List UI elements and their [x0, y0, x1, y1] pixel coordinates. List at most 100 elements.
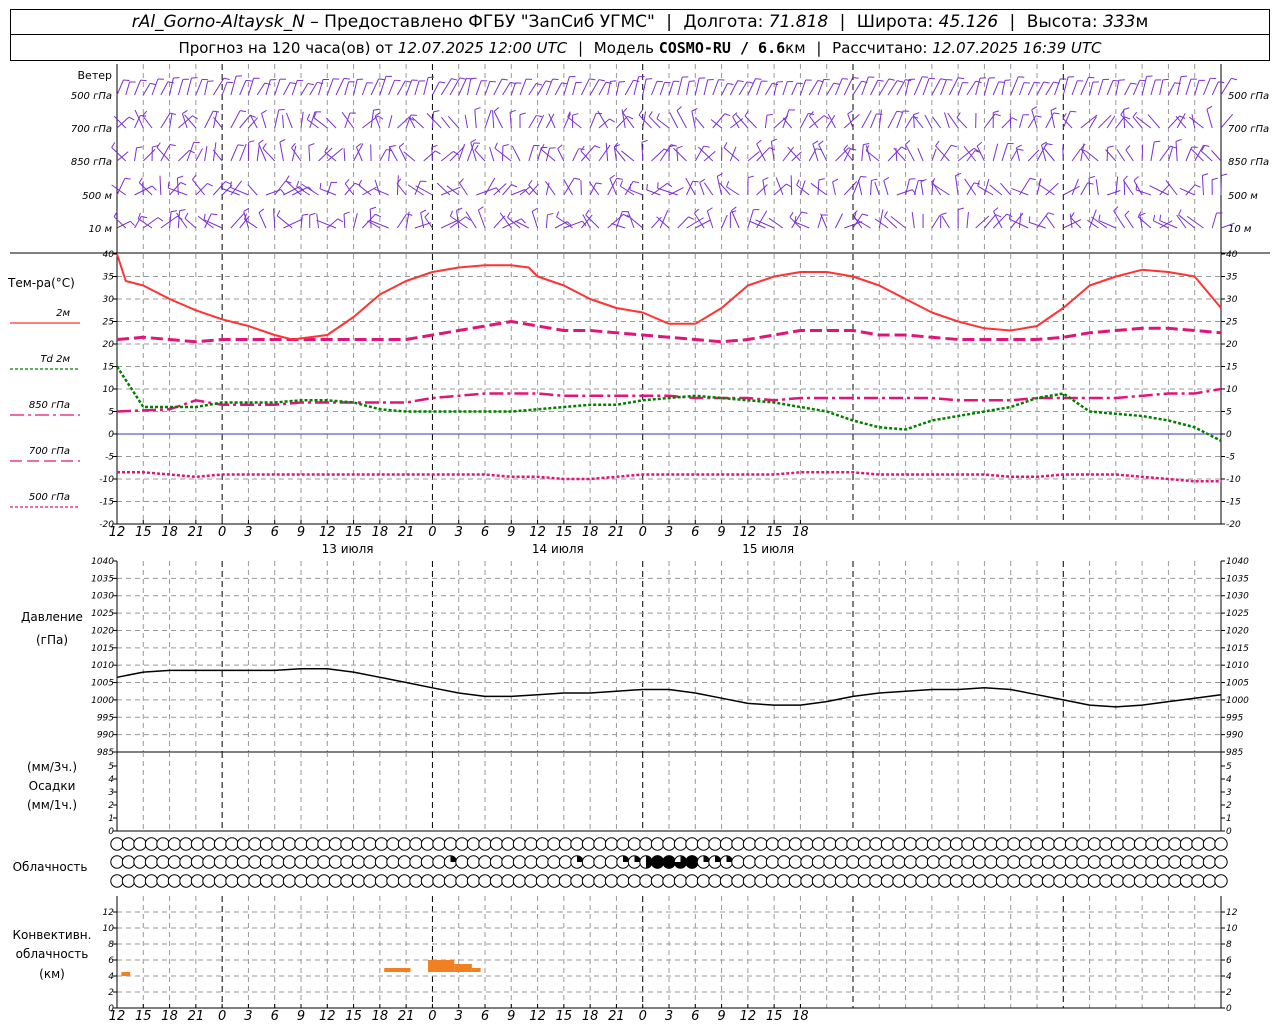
cloud-fill	[662, 855, 676, 869]
wind-barb	[1063, 219, 1082, 229]
wind-level-label-left: 850 гПа	[71, 157, 112, 168]
wind-barb	[509, 112, 512, 129]
wind-barb-feather	[1029, 177, 1036, 181]
wind-barb	[203, 219, 223, 229]
wind-barb-feather	[995, 214, 1002, 218]
pressure-axis-tick-label-right: 990	[1226, 731, 1243, 741]
cloud-circle	[616, 874, 630, 888]
wind-barb	[502, 218, 522, 229]
pressure-axis-tick-label-right: 1040	[1226, 557, 1249, 567]
wind-title: Ветер	[78, 69, 112, 82]
wind-barb-feather	[211, 213, 218, 216]
wind-barb	[256, 82, 266, 96]
wind-barb	[835, 213, 843, 229]
cloud-circle	[1214, 837, 1228, 851]
wind-barb	[621, 109, 626, 129]
cloud-circle	[938, 855, 952, 869]
cloud-circle	[1064, 855, 1079, 869]
cloud-circle	[1214, 855, 1228, 869]
wind-barb	[756, 80, 762, 96]
wind-barb	[620, 185, 635, 196]
wind-barb	[878, 109, 882, 129]
wind-barb	[262, 148, 276, 162]
cloud-circle	[397, 855, 412, 869]
wind-barb	[669, 112, 679, 129]
pressure-axis-tick-label-right: 1030	[1226, 592, 1249, 602]
wind-barb-feather	[556, 211, 560, 218]
wind-barb-feather	[897, 80, 904, 83]
cloud-circle	[742, 837, 757, 851]
wind-barb	[964, 178, 977, 196]
cloud-circle	[742, 855, 757, 869]
wind-barb-feather	[638, 109, 643, 116]
wind-barb-feather	[501, 78, 508, 81]
time-axis-bottom-label: 9	[717, 1009, 725, 1024]
wind-barb	[431, 147, 433, 162]
cloud-circle	[846, 855, 860, 869]
wind-barb	[1029, 221, 1046, 229]
cloud-circle	[271, 874, 285, 888]
cloud-circle	[110, 837, 124, 851]
wind-barb	[528, 145, 535, 162]
wind-barb	[844, 221, 863, 229]
wind-barb	[768, 217, 784, 229]
wind-barb-feather	[691, 108, 698, 112]
cloud-circle	[708, 874, 722, 888]
wind-barb-feather	[785, 183, 792, 188]
wind-barb-feather	[727, 83, 734, 86]
wind-barb	[920, 181, 924, 196]
wind-barb	[1027, 149, 1040, 162]
wind-barb-feather	[998, 81, 1005, 83]
pressure-axis-tick-label-left: 1035	[91, 574, 114, 584]
wind-barb	[1036, 81, 1045, 96]
wind-barb-feather	[574, 177, 581, 180]
precip-axis-tick-label-right: 5	[1226, 762, 1232, 772]
wind-barb-feather	[192, 174, 197, 180]
wind-barb-feather	[1050, 107, 1057, 111]
temp-series-0	[116, 253, 1222, 341]
wind-barb	[870, 80, 879, 96]
cloud-circle	[984, 855, 998, 869]
wind-barb	[809, 115, 819, 129]
cloud-circle	[397, 874, 412, 888]
wind-barb-feather	[1123, 107, 1130, 111]
wind-barb	[247, 78, 255, 96]
wind-barb	[1175, 141, 1178, 162]
wind-barb-feather	[766, 113, 773, 116]
wind-barb	[865, 150, 880, 162]
wind-barb	[467, 142, 475, 162]
wind-barb-feather	[453, 150, 459, 156]
cloud-circle	[834, 855, 849, 869]
wind-barb	[852, 176, 861, 196]
cloud-circle	[593, 837, 607, 851]
wind-barb	[1206, 109, 1213, 129]
cloud-circle	[938, 837, 952, 851]
wind-barb	[326, 218, 339, 229]
wind-barb-feather	[689, 80, 696, 82]
wind-barb	[239, 80, 247, 96]
wind-barb	[1211, 212, 1217, 229]
wind-barb	[954, 175, 959, 196]
wind-barb-feather	[1113, 206, 1119, 212]
wind-barb	[344, 112, 351, 129]
wind-barb	[589, 182, 597, 196]
cloud-circle	[1145, 837, 1159, 851]
wind-barb-feather	[976, 141, 983, 147]
time-axis-bottom-label: 0	[639, 1009, 647, 1024]
wind-barb	[629, 189, 643, 196]
wind-barb-feather	[772, 82, 779, 86]
wind-barb	[1120, 114, 1134, 129]
wind-barb-feather	[449, 210, 454, 217]
wind-barb-feather	[572, 113, 579, 116]
wind-barb	[545, 182, 550, 196]
wind-barb	[1220, 78, 1232, 96]
wind-barb	[904, 144, 915, 162]
wind-barb	[622, 112, 635, 129]
wind-barb-feather	[309, 212, 316, 216]
cloud-circle	[1110, 855, 1125, 869]
wind-barb-feather	[470, 77, 477, 80]
cloud-circle	[892, 874, 906, 888]
wind-barb	[598, 82, 607, 96]
wind-barb-feather	[319, 182, 322, 189]
wind-barb	[1087, 219, 1099, 229]
